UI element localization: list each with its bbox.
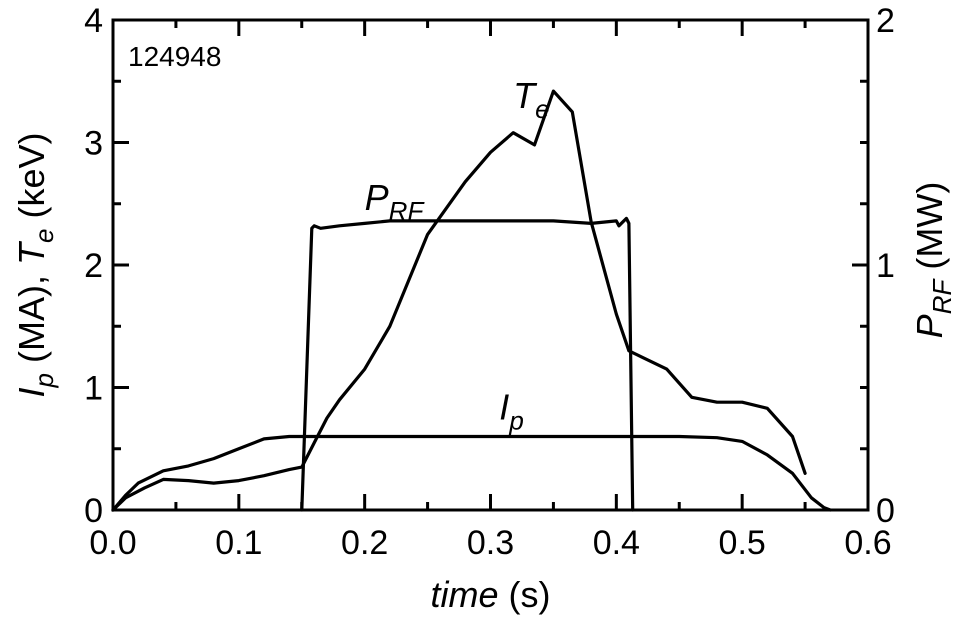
- x-tick-label: 0.6: [844, 524, 891, 562]
- series-label-PRF: PRF: [365, 177, 426, 226]
- series-layer: [111, 89, 832, 512]
- y-left-axis-title: Ip​ (MA), Te​ (keV): [11, 133, 59, 398]
- annotations: Te PRF Ip: [365, 75, 550, 435]
- y-axis-right: 0 1 2 PRF​ (MW): [852, 2, 957, 530]
- shot-label: 124948: [128, 41, 221, 72]
- y-left-tick-label: 3: [84, 125, 103, 163]
- y-right-tick-label: 0: [876, 492, 895, 530]
- y-left-tick-label: 4: [84, 2, 103, 40]
- y-right-tick-label: 2: [876, 2, 895, 40]
- series-line-Te: [111, 89, 807, 512]
- series-line-Ip: [111, 434, 832, 512]
- y-left-tick-label: 0: [84, 492, 103, 530]
- series-line-PRF: [300, 216, 635, 512]
- x-tick-label: 0.3: [467, 524, 514, 562]
- x-tick-label: 0.1: [215, 524, 262, 562]
- y-right-axis-title: PRF​ (MW): [909, 182, 957, 339]
- y-left-tick-label: 2: [84, 247, 103, 285]
- x-axis: 0.0 0.1 0.2 0.3 0.4 0.5 0.6 time (s): [89, 20, 892, 615]
- y-axis-left: 0 1 2 3 4 Ip​ (MA), Te​ (keV): [11, 2, 129, 530]
- x-tick-label: 0.4: [593, 524, 640, 562]
- series-label-Ip: Ip: [499, 386, 523, 435]
- series-label-Te: Te: [513, 75, 549, 124]
- x-tick-label: 0.5: [719, 524, 766, 562]
- y-right-tick-label: 1: [876, 247, 895, 285]
- x-tick-label: 0.2: [341, 524, 388, 562]
- x-tick-label: 0.0: [89, 524, 136, 562]
- x-axis-title: time (s): [431, 574, 551, 615]
- y-left-tick-label: 1: [84, 370, 103, 408]
